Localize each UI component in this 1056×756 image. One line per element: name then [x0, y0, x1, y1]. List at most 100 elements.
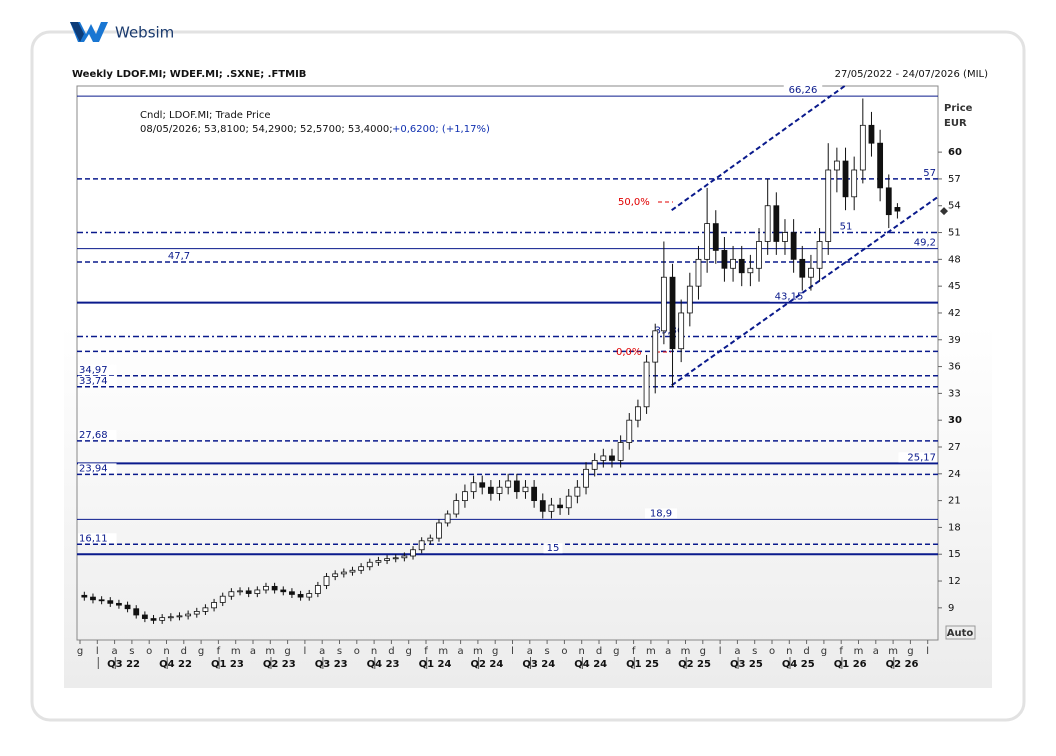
candle-body: [660, 276, 667, 332]
candle-body: [254, 589, 261, 594]
level-label-bg: [78, 463, 117, 474]
candle-body: [141, 614, 148, 619]
candle-body: [539, 500, 546, 512]
candle-body: [583, 468, 589, 488]
quarter-label: Q4 24: [574, 659, 607, 670]
candle-body: [444, 513, 451, 524]
y-tick-label: 21: [948, 496, 961, 507]
candle-body: [159, 617, 166, 621]
candle-body: [366, 561, 373, 568]
month-label: a: [250, 646, 256, 657]
y-tick-label: 24: [948, 469, 961, 480]
candle-body: [782, 232, 788, 242]
candle-body: [522, 486, 529, 493]
candle-body: [686, 285, 693, 314]
quarter-label: Q3 24: [522, 659, 555, 670]
candle-body: [263, 585, 269, 591]
level-label: 25,17: [907, 452, 936, 463]
candle-body: [548, 504, 555, 512]
quarter-label: Q3 25: [730, 659, 763, 670]
month-label: l: [926, 646, 929, 657]
y-tick-label: 33: [948, 388, 961, 399]
candle-body: [704, 223, 711, 260]
candle-body: [211, 602, 217, 609]
quarter-label: Q1 26: [834, 659, 867, 670]
month-label: g: [284, 646, 290, 657]
level-label-bg: [918, 167, 937, 178]
month-label: g: [198, 646, 204, 657]
auto-label[interactable]: Auto: [947, 628, 974, 639]
candle-body: [340, 571, 347, 575]
auto-button[interactable]: [945, 625, 976, 640]
level-label: 15: [547, 543, 560, 554]
legend-values: 08/05/2026; 53,8100; 54,2900; 52,5700; 5…: [140, 124, 393, 135]
month-label: m: [265, 646, 275, 657]
month-label: a: [734, 646, 740, 657]
month-label: m: [438, 646, 448, 657]
y-tick-label: 54: [948, 201, 961, 212]
y-tick-label: 12: [948, 576, 961, 587]
level-label: 27,68: [79, 430, 108, 441]
month-label: s: [129, 646, 134, 657]
level-label: 57: [923, 168, 936, 179]
candle-body: [392, 557, 399, 560]
candle-body: [418, 540, 425, 551]
month-label: a: [873, 646, 879, 657]
month-label: m: [681, 646, 691, 657]
level-label-bg: [898, 452, 937, 463]
quarter-label: Q4 25: [782, 659, 815, 670]
candle-body: [401, 555, 408, 559]
candle-body: [565, 495, 572, 509]
candle-body: [591, 459, 598, 470]
candle-body: [851, 169, 858, 198]
candle-body: [332, 573, 339, 577]
quarter-label: Q2 26: [886, 659, 919, 670]
month-label: l: [304, 646, 307, 657]
y-tick-label: 27: [948, 442, 961, 453]
candle-body: [513, 480, 520, 493]
candle-body: [842, 160, 849, 198]
y-tick-label: 9: [948, 603, 954, 614]
plot-frame: [76, 85, 939, 641]
quarter-label: Q2 23: [263, 659, 296, 670]
candle-body: [436, 522, 442, 539]
candle-body: [427, 537, 434, 542]
month-label: m: [888, 646, 898, 657]
candle-body: [349, 569, 356, 573]
y-tick-label: 36: [948, 362, 961, 373]
candle-body: [635, 406, 641, 421]
candle-body: [237, 590, 243, 593]
level-label-bg: [769, 291, 809, 302]
month-label: o: [561, 646, 567, 657]
level-label-bg: [649, 325, 689, 336]
y-tick-label: 57: [948, 174, 961, 185]
level-label: 39,36: [655, 326, 684, 337]
candle-body: [462, 491, 468, 502]
y-tick-label: 15: [948, 549, 961, 560]
candle-body: [652, 330, 659, 363]
candle-body: [479, 482, 486, 488]
legend-line: Cndl; LDOF.MI; Trade Price: [140, 110, 271, 121]
month-label: g: [907, 646, 913, 657]
candle-body: [816, 241, 823, 269]
level-label: 43,15: [775, 292, 804, 303]
level-label: 66,26: [789, 85, 818, 96]
candle-body: [470, 482, 477, 493]
candle-body: [306, 593, 313, 598]
level-label: 47,7: [168, 251, 190, 262]
candle-body: [496, 486, 503, 494]
candle-body: [730, 258, 736, 269]
month-label: f: [632, 646, 636, 657]
candle-body: [609, 455, 615, 461]
month-label: o: [769, 646, 775, 657]
month-label: o: [146, 646, 152, 657]
month-label: m: [231, 646, 241, 657]
quarter-label: Q2 25: [678, 659, 711, 670]
level-label: 18,9: [650, 508, 672, 519]
y-tick-label: 45: [948, 281, 961, 292]
candle-body: [557, 504, 563, 509]
fib-label: 50,0%: [618, 197, 650, 208]
candle-body: [505, 480, 512, 488]
month-label: a: [665, 646, 671, 657]
candle-body: [790, 232, 797, 260]
